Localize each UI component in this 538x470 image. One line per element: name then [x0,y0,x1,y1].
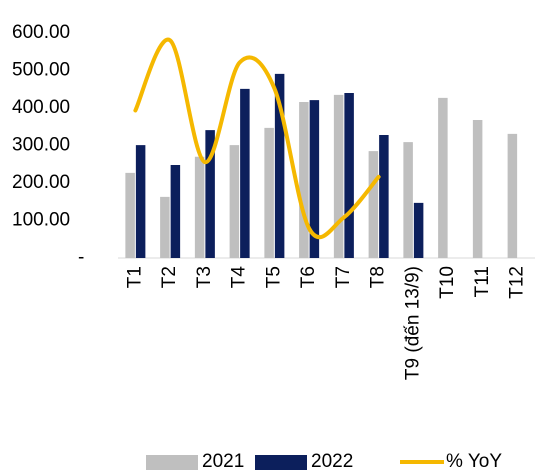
bar [507,133,518,258]
bar [438,97,448,258]
x-tick-label: T11 [472,266,493,297]
y-tick-label: 600.00 [12,22,70,43]
line [133,37,381,240]
x-tick-label: T8 [368,266,389,288]
legend-label: % YoY [446,451,502,470]
bar [125,172,135,258]
x-tick-label: T10 [437,266,458,299]
y-tick-label: 100.00 [12,210,70,231]
bar [403,142,413,258]
bar [194,156,205,258]
y-tick-label: 300.00 [12,135,70,156]
x-tick-label: T12 [507,266,528,299]
x-tick-label: T9 (đến 13/9) [402,266,423,380]
bar [333,94,344,258]
bar [413,202,424,258]
bar [205,130,215,258]
legend-swatch [255,455,307,470]
bar [299,102,309,258]
bar [379,135,389,258]
bar [309,100,320,258]
bar [229,145,240,258]
x-tick-label: T2 [159,266,180,288]
bar [170,165,181,258]
legend-swatch [146,455,198,470]
bar [135,145,146,258]
bar [368,151,379,258]
x-tick-label: T5 [263,266,284,288]
x-tick-label: T7 [333,266,354,288]
y-tick-label: - [78,247,84,268]
legend-label: 2021 [202,451,244,470]
bar [344,93,354,258]
y-tick-label: 200.00 [12,172,70,193]
legend-label: 2022 [311,451,353,470]
bar [472,120,483,258]
y-tick-label: 500.00 [12,60,70,81]
bar [160,196,170,258]
x-tick-label: T1 [124,266,145,288]
x-tick-label: T6 [298,266,319,288]
y-tick-label: 400.00 [12,97,70,118]
x-tick-label: T4 [229,266,250,289]
bar [240,88,250,258]
bar [274,73,285,258]
x-tick-label: T3 [194,266,215,288]
bar [264,127,274,258]
